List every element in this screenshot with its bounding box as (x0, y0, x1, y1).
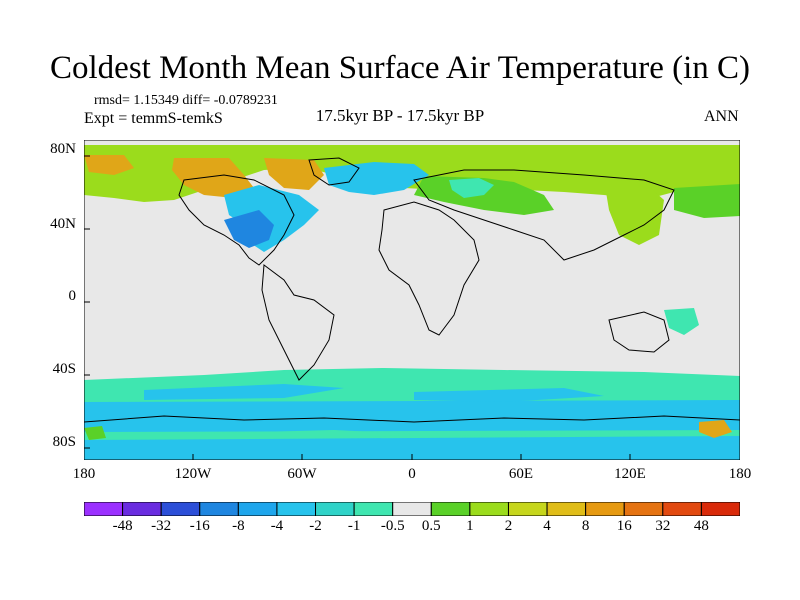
colorbar-label: -0.5 (380, 518, 405, 534)
lon-label-180w: 180 (72, 466, 96, 482)
lat-label-40n: 40N (50, 216, 76, 232)
season-label: ANN (704, 108, 739, 125)
colorbar-swatch (623, 502, 664, 516)
colorbar-label: -48 (112, 518, 133, 534)
colorbar-swatch (700, 502, 740, 516)
temperature-field (84, 145, 740, 460)
colorbar-swatch (546, 502, 587, 516)
lat-label-80n: 80N (50, 141, 76, 157)
colorbar-swatch (276, 502, 317, 516)
colorbar-swatch (199, 502, 239, 516)
colorbar-swatch (469, 502, 509, 516)
lon-label-120e: 120E (614, 466, 646, 482)
map-ticks (84, 155, 631, 460)
colorbar-label: 32 (655, 518, 671, 534)
colorbar (84, 502, 740, 516)
coastlines (84, 157, 740, 423)
lon-label-60e: 60E (508, 466, 534, 482)
colorbar-label: 8 (581, 518, 590, 534)
colorbar-label: 1 (466, 518, 474, 534)
colorbar-swatch (122, 502, 162, 516)
lon-label-0: 0 (408, 466, 416, 482)
colorbar-label: -16 (189, 518, 210, 534)
colorbar-swatch (507, 502, 548, 516)
colorbar-label: 16 (616, 518, 632, 534)
lon-label-180e: 180 (728, 466, 752, 482)
colorbar-label: 48 (693, 518, 709, 534)
colorbar-swatch (585, 502, 625, 516)
colorbar-label: -1 (347, 518, 361, 534)
lat-label-40s: 40S (52, 361, 76, 377)
period-text: 17.5kyr BP - 17.5kyr BP (315, 106, 485, 125)
colorbar-label: -8 (232, 518, 245, 534)
colorbar-swatch (315, 502, 355, 516)
map-title: Coldest Month Mean Surface Air Temperatu… (50, 50, 750, 86)
lat-label-80s: 80S (52, 434, 76, 450)
colorbar-swatch (392, 502, 432, 516)
colorbar-swatch (160, 502, 201, 516)
colorbar-label: 2 (504, 518, 513, 534)
colorbar-label: 4 (543, 518, 551, 534)
colorbar-swatch (430, 502, 471, 516)
experiment-text: Expt = temmS-temkS (84, 110, 223, 127)
temperature-map (84, 140, 740, 460)
stats-text: rmsd= 1.15349 diff= -0.0789231 (94, 93, 278, 108)
colorbar-label: -2 (309, 518, 322, 534)
colorbar-swatch (237, 502, 278, 516)
colorbar-label: -4 (270, 518, 284, 534)
colorbar-swatch (662, 502, 702, 516)
colorbar-swatch (84, 502, 124, 516)
colorbar-label: 0.5 (421, 518, 441, 534)
lon-label-60w: 60W (287, 466, 317, 482)
lat-label-0: 0 (68, 288, 77, 304)
colorbar-swatch (353, 502, 394, 516)
lon-label-120w: 120W (174, 466, 212, 482)
colorbar-label: -32 (151, 518, 172, 534)
